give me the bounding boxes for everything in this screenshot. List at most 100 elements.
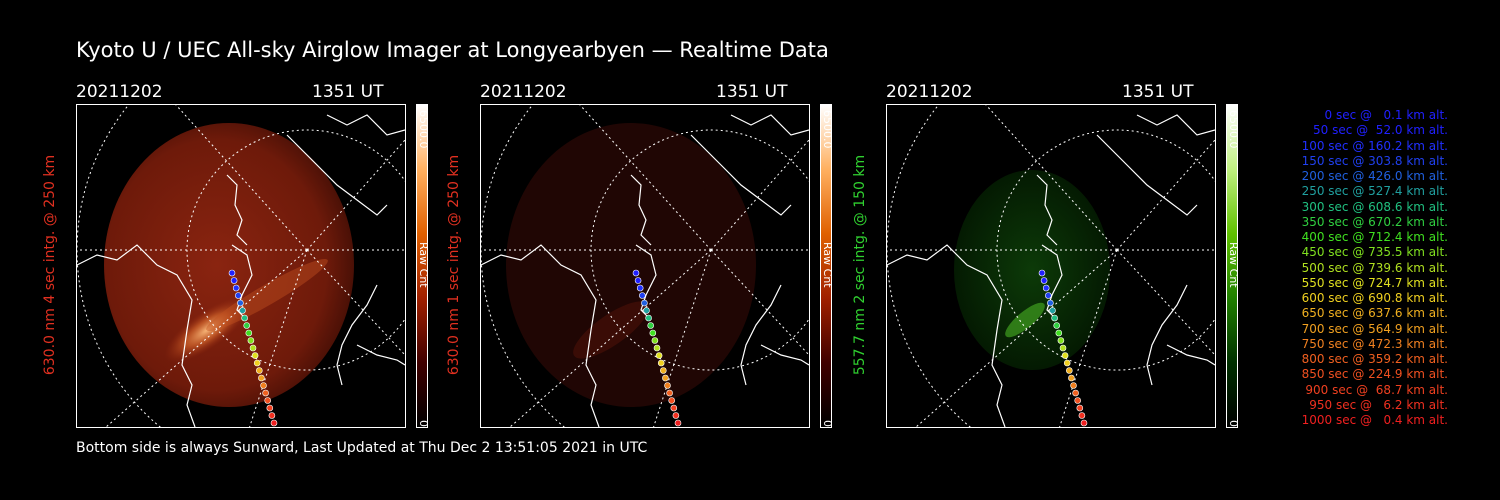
legend-entry: 150 sec @ 303.8 km alt. xyxy=(1301,153,1448,168)
legend-entry: 550 sec @ 724.7 km alt. xyxy=(1301,275,1448,290)
wavelength-label: 630.0 nm 4 sec intg. @ 250 km xyxy=(42,154,58,376)
panel-time: 1351 UT xyxy=(716,82,788,102)
trajectory-point xyxy=(643,307,650,314)
trajectory-point xyxy=(641,299,648,307)
colorbar-max: 6500.0 xyxy=(417,110,430,149)
legend-entry: 400 sec @ 712.4 km alt. xyxy=(1301,230,1448,244)
trajectory-point xyxy=(1040,277,1048,284)
trajectory-point xyxy=(228,269,236,277)
trajectory-point xyxy=(1068,374,1075,382)
grid-lines xyxy=(77,105,405,427)
trajectory-point xyxy=(1066,367,1073,374)
coastlines xyxy=(481,114,809,427)
trajectory-point xyxy=(653,344,661,352)
legend-entry: 500 sec @ 739.6 km alt. xyxy=(1301,260,1448,275)
trajectory-point xyxy=(1063,359,1071,367)
trajectory-point xyxy=(235,292,242,299)
colorbar-max: 6500.0 xyxy=(821,110,834,149)
trajectory-point xyxy=(649,329,657,337)
colorbar xyxy=(1226,104,1238,428)
legend-entry: 800 sec @ 359.2 km alt. xyxy=(1301,352,1448,366)
allsky-map-svg xyxy=(481,105,809,427)
legend-entry: 450 sec @ 735.5 km alt. xyxy=(1301,245,1448,260)
trajectory-point xyxy=(1047,299,1054,307)
imager-panel-2: 20211202 1351 UT 630.0 nm 1 sec intg. @ … xyxy=(446,82,900,432)
trajectory-point xyxy=(1061,352,1069,359)
airglow-disk xyxy=(506,123,756,407)
colorbar xyxy=(416,104,428,428)
trajectory-point xyxy=(230,277,238,284)
airglow-disk xyxy=(104,123,354,407)
imager-panel-1: 20211202 1351 UT 630.0 nm 4 sec intg. @ … xyxy=(42,82,496,432)
colorbar-min: 0 xyxy=(1227,420,1240,427)
panel-date: 20211202 xyxy=(886,82,973,102)
trajectory-point xyxy=(668,397,675,404)
trajectory-point xyxy=(662,374,669,382)
wavelength-label: 630.0 nm 1 sec intg. @ 250 km xyxy=(446,154,462,376)
legend-entry: 100 sec @ 160.2 km alt. xyxy=(1301,138,1448,153)
trajectory-point xyxy=(651,337,659,344)
trajectory-point xyxy=(666,389,673,397)
legend-entry: 300 sec @ 608.6 km alt. xyxy=(1301,199,1448,214)
trajectory-point xyxy=(636,284,644,292)
trajectory-point xyxy=(655,352,663,359)
legend-entry: 850 sec @ 224.9 km alt. xyxy=(1301,367,1448,382)
panel-date: 20211202 xyxy=(480,82,567,102)
trajectory-point xyxy=(1038,269,1046,277)
trajectory-point xyxy=(645,314,652,322)
panel-time: 1351 UT xyxy=(1122,82,1194,102)
trajectory-point xyxy=(1049,307,1056,314)
trajectory-point xyxy=(1042,284,1050,292)
trajectory-point xyxy=(632,269,640,277)
trajectory-point xyxy=(270,419,278,427)
trajectory-point xyxy=(639,292,646,299)
trajectory-point xyxy=(634,277,642,284)
legend-entry: 0 sec @ 0.1 km alt. xyxy=(1324,108,1449,122)
trajectory-point xyxy=(239,307,246,314)
trajectory-point xyxy=(243,322,250,329)
legend-entry: 650 sec @ 637.6 km alt. xyxy=(1301,306,1448,321)
trajectory-point xyxy=(674,419,682,427)
colorbar-min: 0 xyxy=(417,420,430,427)
imager-panel-3: 20211202 1351 UT 557.7 nm 2 sec intg. @ … xyxy=(852,82,1306,432)
trajectory-point xyxy=(249,344,257,352)
legend-entry: 600 sec @ 690.8 km alt. xyxy=(1301,291,1448,305)
colorbar-min: 0 xyxy=(821,420,834,427)
legend-entry: 350 sec @ 670.2 km alt. xyxy=(1301,214,1448,229)
colorbar-unit: Raw Cnt xyxy=(1227,242,1240,288)
aurora-arc xyxy=(164,297,250,363)
trajectory-track xyxy=(632,269,682,427)
wavelength-label: 557.7 nm 2 sec intg. @ 150 km xyxy=(852,154,868,376)
trajectory-point xyxy=(1045,292,1052,299)
trajectory-point xyxy=(268,412,276,419)
trajectory-point xyxy=(1072,389,1079,397)
trajectory-point xyxy=(260,382,267,389)
colorbar xyxy=(820,104,832,428)
trajectory-point xyxy=(1051,314,1058,322)
trajectory-point xyxy=(245,329,253,337)
trajectory-point xyxy=(258,374,265,382)
trajectory-point xyxy=(647,322,654,329)
trajectory-point xyxy=(241,314,248,322)
colorbar-unit: Raw Cnt xyxy=(821,242,834,288)
panel-time: 1351 UT xyxy=(312,82,384,102)
allsky-map-svg xyxy=(887,105,1215,427)
trajectory-point xyxy=(1076,404,1084,412)
trajectory-point xyxy=(256,367,263,374)
trajectory-point xyxy=(657,359,665,367)
allsky-image xyxy=(76,104,406,428)
trajectory-point xyxy=(251,352,259,359)
trajectory-point xyxy=(1057,337,1065,344)
legend-entry: 50 sec @ 52.0 km alt. xyxy=(1313,123,1448,138)
trajectory-point xyxy=(1078,412,1086,419)
legend-entry: 200 sec @ 426.0 km alt. xyxy=(1301,169,1448,183)
panel-date: 20211202 xyxy=(76,82,163,102)
trajectory-point xyxy=(1070,382,1077,389)
trajectory-track xyxy=(228,269,278,427)
trajectory-point xyxy=(1074,397,1081,404)
trajectory-point xyxy=(264,397,271,404)
colorbar-unit: Raw Cnt xyxy=(417,242,430,288)
aurora-arc xyxy=(573,301,649,359)
grid-lines xyxy=(887,105,1215,427)
coastlines xyxy=(77,114,405,427)
